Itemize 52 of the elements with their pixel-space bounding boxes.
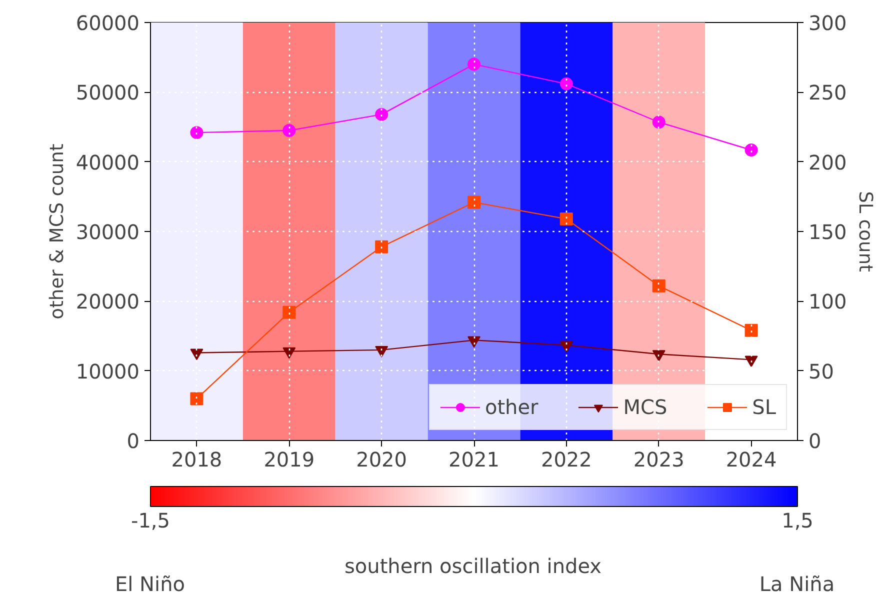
y-tick-label: 0 xyxy=(126,429,140,453)
legend-label: other xyxy=(484,395,538,419)
text: El Niño xyxy=(115,571,185,598)
point xyxy=(652,350,666,362)
point xyxy=(744,324,758,337)
point xyxy=(190,392,204,406)
y2-tick-label: 200 xyxy=(808,150,847,174)
x-tick-label: 2024 xyxy=(726,448,777,472)
color-bar-title: southern oscillation index xyxy=(344,553,602,580)
point xyxy=(282,124,296,137)
y2-axis-title: SL count xyxy=(854,191,876,272)
point xyxy=(560,212,573,226)
color-bar-label: -1,5 xyxy=(130,508,170,532)
y2-tick-label: 100 xyxy=(808,290,847,314)
y2-tick-label: 0 xyxy=(808,429,822,453)
x-tick-label: 2018 xyxy=(171,448,222,472)
point xyxy=(282,347,296,359)
point xyxy=(652,116,666,129)
point xyxy=(560,341,573,352)
point xyxy=(375,346,388,358)
y-tick-label: 40000 xyxy=(76,150,140,174)
x-tick-label: 2019 xyxy=(264,448,315,472)
y-axis-title: other & MCS count xyxy=(46,144,68,320)
point xyxy=(744,356,758,368)
y-tick-label: 50000 xyxy=(76,80,140,105)
y-tick-label: 30000 xyxy=(76,220,140,244)
point xyxy=(190,126,204,140)
point xyxy=(744,144,758,156)
y2-tick-label: 50 xyxy=(808,359,834,384)
point xyxy=(468,336,480,348)
point xyxy=(375,240,388,254)
x-tick-label: 2021 xyxy=(448,448,500,472)
point xyxy=(560,77,573,90)
y2-tick-label: 300 xyxy=(808,11,847,35)
x-tick-label: 2023 xyxy=(633,448,684,472)
point xyxy=(468,196,480,209)
y-tick-label: 10000 xyxy=(76,359,140,384)
y2-tick-label: 150 xyxy=(808,220,847,244)
point xyxy=(375,108,388,121)
legend-label: MCS xyxy=(623,395,668,419)
x-tick-label: 2022 xyxy=(540,448,592,472)
text: La Niña xyxy=(759,571,835,598)
y-tick-label: 20000 xyxy=(76,290,140,314)
point xyxy=(282,306,296,319)
point xyxy=(468,58,480,71)
point xyxy=(652,279,666,292)
legend-label: SL xyxy=(752,395,776,419)
point xyxy=(190,348,204,360)
y2-tick-label: 250 xyxy=(808,80,847,105)
color-bar-label: 1,5 xyxy=(782,508,814,532)
x-tick-label: 2020 xyxy=(356,448,408,472)
y-tick-label: 60000 xyxy=(76,11,140,35)
